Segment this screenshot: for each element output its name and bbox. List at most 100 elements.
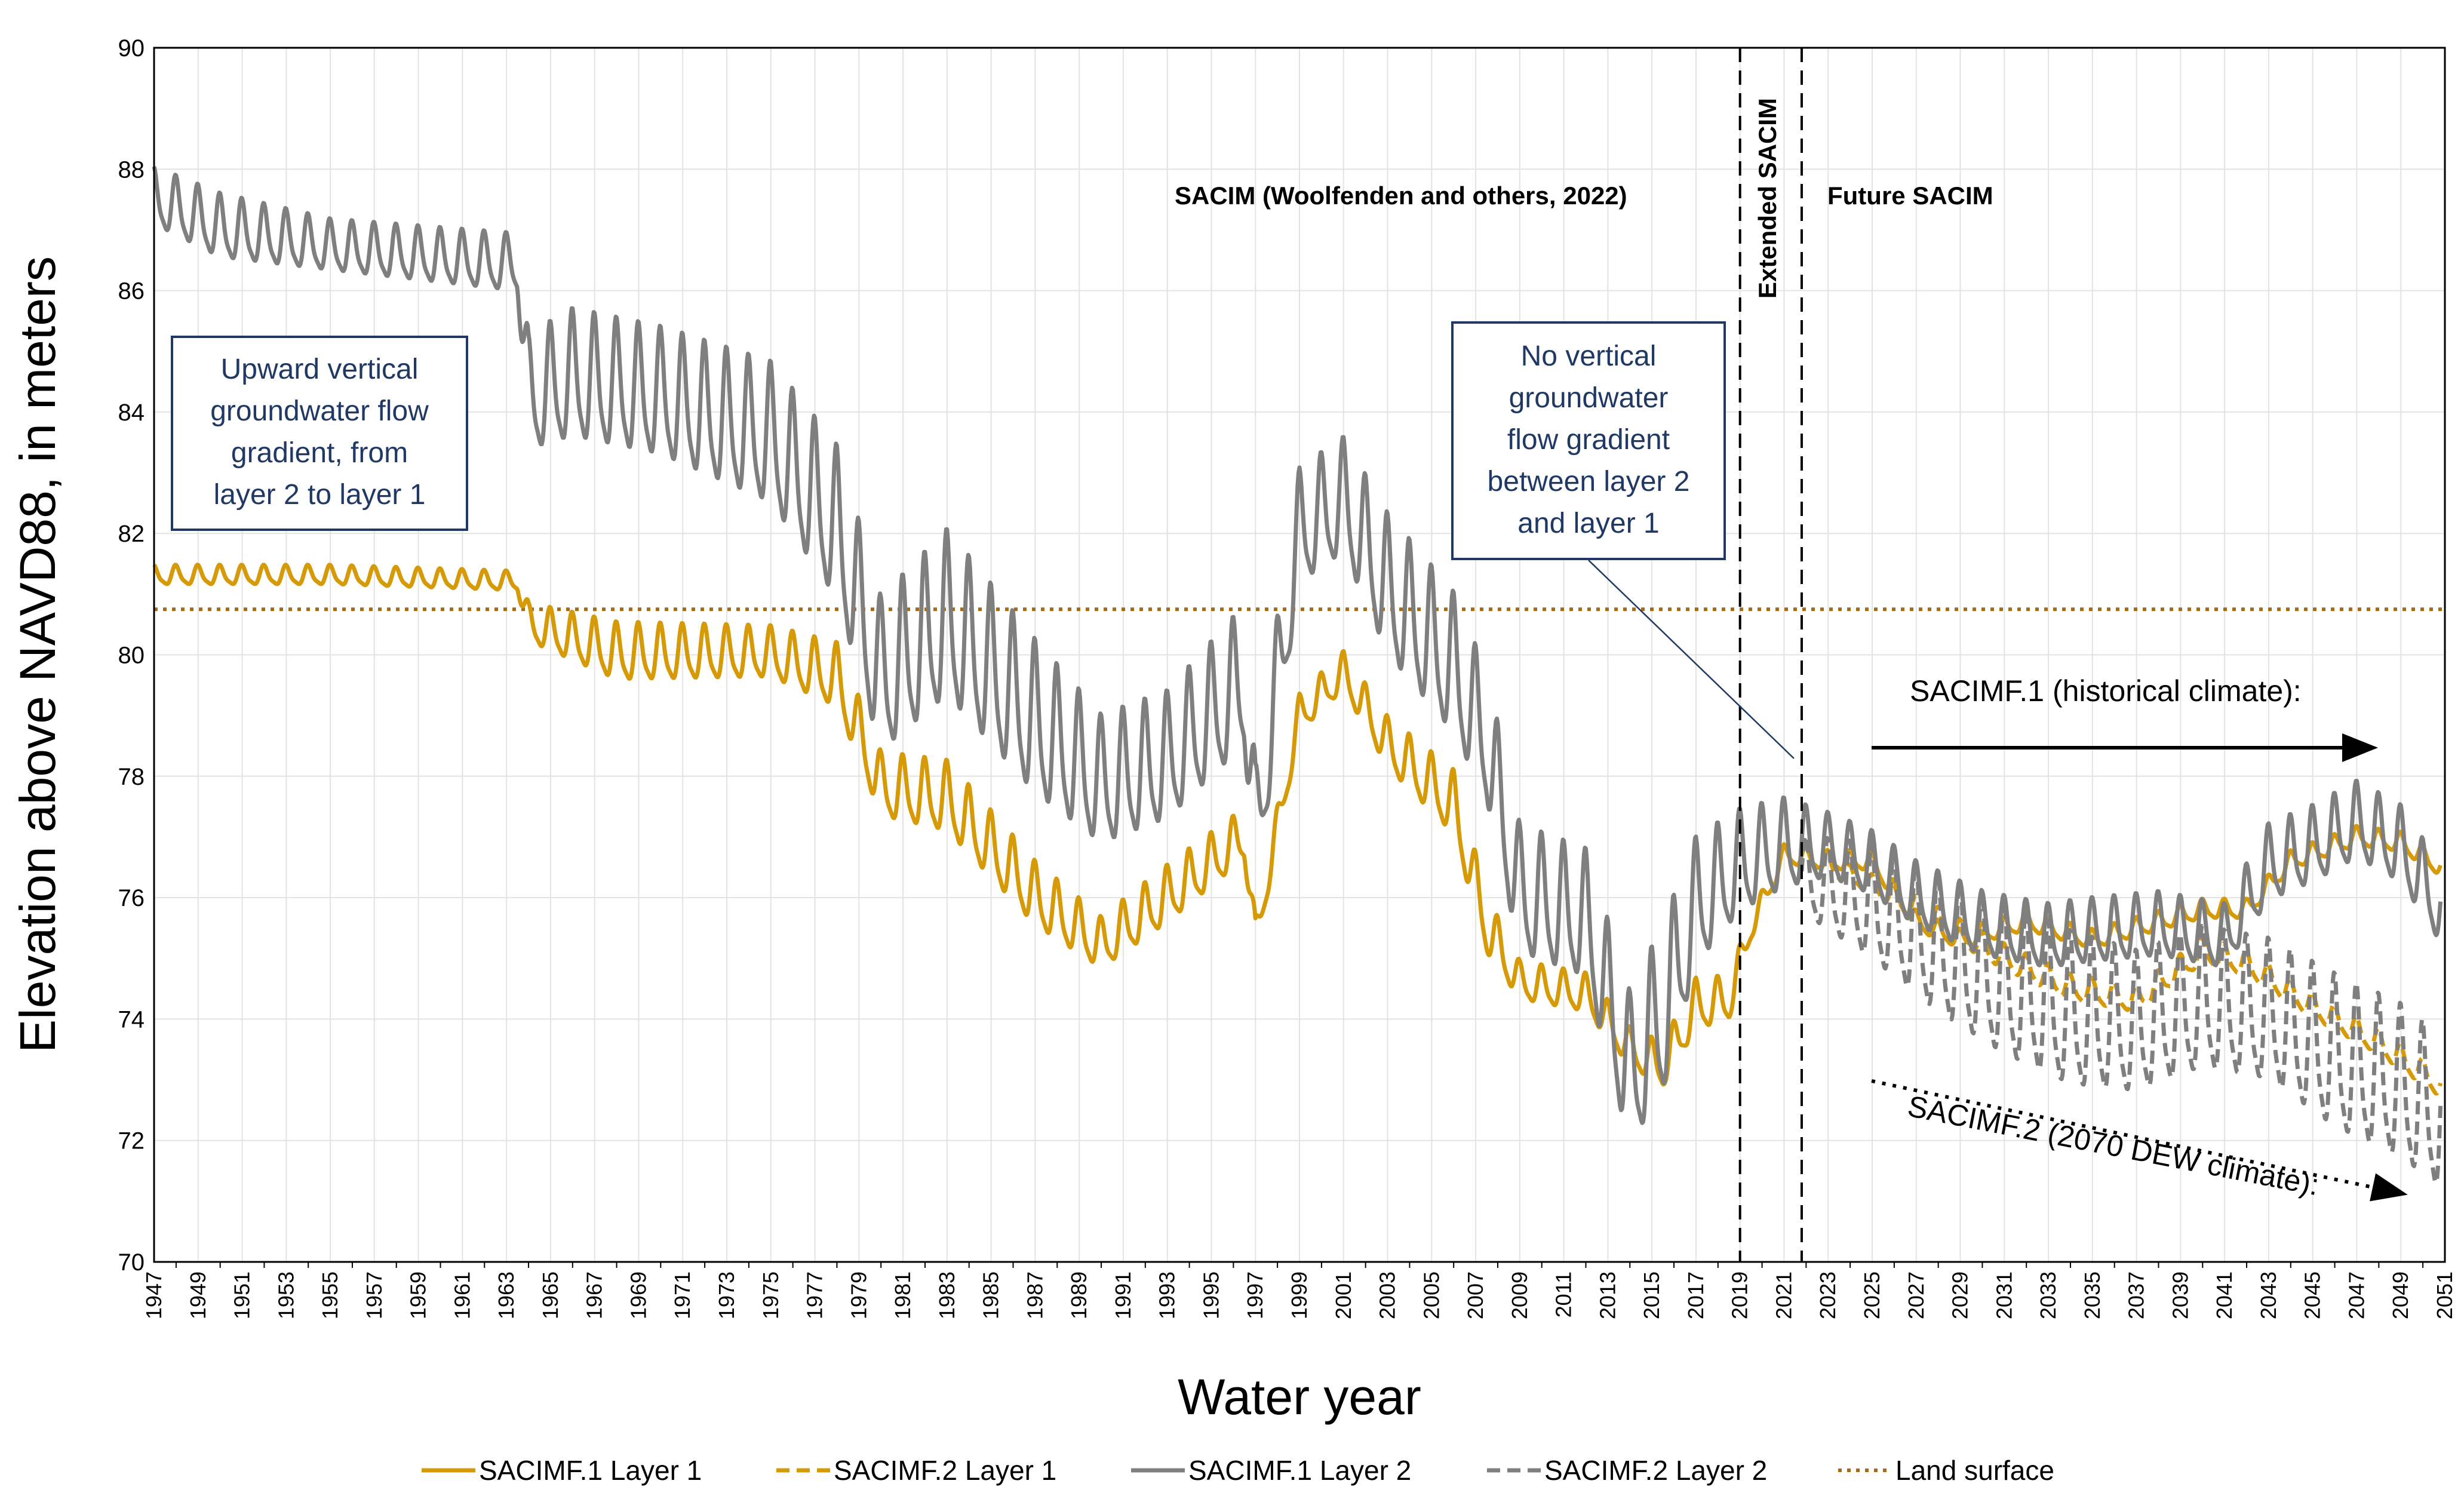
legend-label: SACIMF.2 Layer 1 <box>834 1455 1056 1486</box>
y-tick-label: 80 <box>118 643 145 669</box>
annotation-leader-line <box>1588 560 1795 759</box>
x-tick-label: 1961 <box>450 1271 474 1319</box>
x-tick-label: 1989 <box>1067 1271 1091 1319</box>
x-tick-label: 2043 <box>2256 1271 2281 1319</box>
y-axis-ticks: 70 72 74 76 78 80 82 84 86 88 90 <box>118 35 145 1276</box>
x-tick-label: 2041 <box>2212 1271 2236 1319</box>
x-tick-label: 2031 <box>1992 1271 2016 1319</box>
legend-item: SACIMF.2 Layer 1 <box>776 1455 1056 1486</box>
period-label-future: Future SACIM <box>1827 182 1993 210</box>
x-tick-label: 2019 <box>1728 1271 1752 1319</box>
series-line-2 <box>152 166 2443 1125</box>
legend-label: SACIMF.1 Layer 2 <box>1188 1455 1411 1486</box>
sacimf2-label: SACIMF.2 (2070 DEW climate): <box>1905 1089 2322 1202</box>
y-tick-label: 84 <box>118 400 145 426</box>
x-tick-label: 2033 <box>2036 1271 2060 1319</box>
x-tick-label: 2007 <box>1463 1271 1488 1319</box>
x-tick-label: 2051 <box>2432 1271 2457 1319</box>
x-tick-label: 1955 <box>318 1271 342 1319</box>
upward-line-2: groundwater flow <box>210 395 429 427</box>
x-tick-label: 1953 <box>274 1271 298 1319</box>
x-tick-label: 2017 <box>1683 1271 1708 1319</box>
x-tick-label: 2047 <box>2344 1271 2368 1319</box>
x-tick-label: 2049 <box>2388 1271 2413 1319</box>
legend-label: SACIMF.1 Layer 1 <box>479 1455 702 1486</box>
x-tick-label: 1987 <box>1022 1271 1047 1319</box>
x-tick-label: 1979 <box>846 1271 871 1319</box>
x-tick-label: 2035 <box>2080 1271 2104 1319</box>
series-lines <box>152 166 2443 1185</box>
y-tick-label: 82 <box>118 521 145 547</box>
period-label-sacim: SACIM (Woolfenden and others, 2022) <box>1175 182 1627 210</box>
x-tick-label: 1971 <box>670 1271 695 1319</box>
x-tick-label: 1957 <box>362 1271 386 1319</box>
no-gradient-line-1: No vertical <box>1521 340 1657 372</box>
x-tick-label: 1967 <box>582 1271 607 1319</box>
x-tick-label: 1965 <box>538 1271 563 1319</box>
y-tick-label: 90 <box>118 35 145 62</box>
x-tick-label: 2001 <box>1331 1271 1356 1319</box>
y-tick-label: 70 <box>118 1249 145 1276</box>
legend-item: SACIMF.1 Layer 2 <box>1131 1455 1411 1486</box>
sacimf1-label: SACIMF.1 (historical climate): <box>1910 674 2302 708</box>
series-line-0 <box>152 563 2443 1087</box>
upward-line-3: gradient, from <box>231 437 408 469</box>
y-tick-label: 74 <box>118 1006 145 1033</box>
y-tick-label: 72 <box>118 1128 145 1154</box>
annotation-upward-gradient: Upward vertical groundwater flow gradien… <box>171 336 468 531</box>
x-tick-label: 1963 <box>494 1271 518 1319</box>
no-gradient-line-2: groundwater <box>1509 382 1669 414</box>
x-tick-label: 1983 <box>935 1271 959 1319</box>
upward-line-1: Upward vertical <box>221 354 419 385</box>
x-tick-label: 1959 <box>406 1271 431 1319</box>
period-label-extended: Extended SACIM <box>1753 98 1781 299</box>
legend-label: Land surface <box>1895 1455 2054 1486</box>
x-tick-label: 2039 <box>2168 1271 2192 1319</box>
x-tick-label: 1991 <box>1111 1271 1135 1319</box>
legend-item: SACIMF.1 Layer 1 <box>422 1455 702 1486</box>
x-tick-label: 1993 <box>1155 1271 1179 1319</box>
x-axis-title: Water year <box>1178 1369 1421 1425</box>
x-tick-label: 2027 <box>1904 1271 1928 1319</box>
x-tick-label: 1975 <box>758 1271 783 1319</box>
x-tick-label: 1973 <box>714 1271 739 1319</box>
x-tick-label: 2021 <box>1771 1271 1796 1319</box>
y-axis-title: Elevation above NAVD88, in meters <box>10 256 66 1053</box>
period-dividers <box>1738 48 1803 1262</box>
y-tick-label: 88 <box>118 156 145 183</box>
x-tick-label: 2011 <box>1551 1271 1576 1317</box>
no-gradient-line-4: between layer 2 <box>1488 466 1690 497</box>
legend-item: SACIMF.2 Layer 2 <box>1487 1455 1767 1486</box>
x-tick-label: 1981 <box>890 1271 915 1319</box>
x-tick-label: 2015 <box>1639 1271 1664 1319</box>
series-line-3 <box>1799 833 2443 1185</box>
x-tick-label: 1951 <box>230 1271 254 1319</box>
no-gradient-line-5: and layer 1 <box>1517 508 1660 539</box>
x-tick-label: 2029 <box>1948 1271 1973 1319</box>
x-axis-ticks: 1947 1949 1951 1953 1955 1957 1959 1961 1963 1965… <box>142 1262 2457 1319</box>
x-tick-label: 2023 <box>1815 1271 1840 1319</box>
x-tick-label: 2005 <box>1419 1271 1443 1319</box>
no-gradient-line-3: flow gradient <box>1507 424 1670 456</box>
x-tick-label: 2003 <box>1375 1271 1400 1319</box>
x-tick-label: 1985 <box>979 1271 1003 1319</box>
legend-label: SACIMF.2 Layer 2 <box>1544 1455 1767 1486</box>
x-tick-label: 1949 <box>186 1271 210 1319</box>
x-tick-label: 1977 <box>803 1271 827 1319</box>
y-tick-label: 86 <box>118 278 145 305</box>
x-tick-label: 1997 <box>1243 1271 1267 1319</box>
x-tick-label: 2045 <box>2300 1271 2325 1319</box>
x-tick-label: 1947 <box>142 1271 166 1319</box>
y-tick-label: 78 <box>118 764 145 790</box>
x-tick-label: 2037 <box>2124 1271 2149 1319</box>
x-tick-label: 1995 <box>1199 1271 1223 1319</box>
x-tick-label: 2009 <box>1507 1271 1532 1319</box>
y-tick-label: 76 <box>118 885 145 911</box>
annotation-sacimf1: SACIMF.1 (historical climate): <box>1872 674 2378 762</box>
x-tick-label: 2013 <box>1595 1271 1620 1319</box>
x-tick-label: 1999 <box>1287 1271 1311 1319</box>
legend-item: Land surface <box>1838 1455 2054 1486</box>
legend: SACIMF.1 Layer 1 SACIMF.2 Layer 1 SACIMF.1… <box>422 1455 2054 1486</box>
x-tick-label: 2025 <box>1860 1271 1884 1319</box>
